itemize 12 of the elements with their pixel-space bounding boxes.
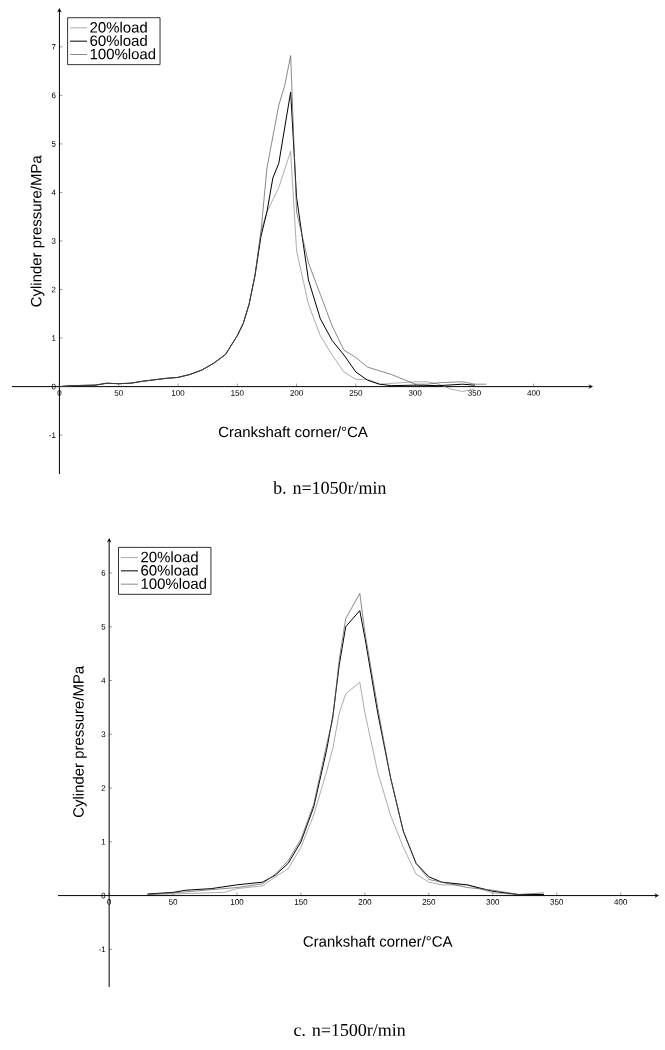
text: b. n=1050r/min [273,481,387,494]
x-axis-title: Crankshaft corner/°CA [218,426,368,438]
legend-label: 20%load [90,21,147,33]
legend-label: 100%load [90,48,156,60]
legend-label: 60%load [90,35,147,46]
legend-label: 100%load [141,578,206,589]
y-axis-title: Cylinder pressure/MPa [72,665,87,818]
x-axis-title: Crankshaft corner/°CA [303,935,453,947]
y-axis-title: Cylinder pressure/MPa [30,155,45,307]
legend-label: 20%load [141,551,198,563]
text: c. n=1500r/min [294,1023,406,1037]
legend-label: 60%load [141,564,198,576]
